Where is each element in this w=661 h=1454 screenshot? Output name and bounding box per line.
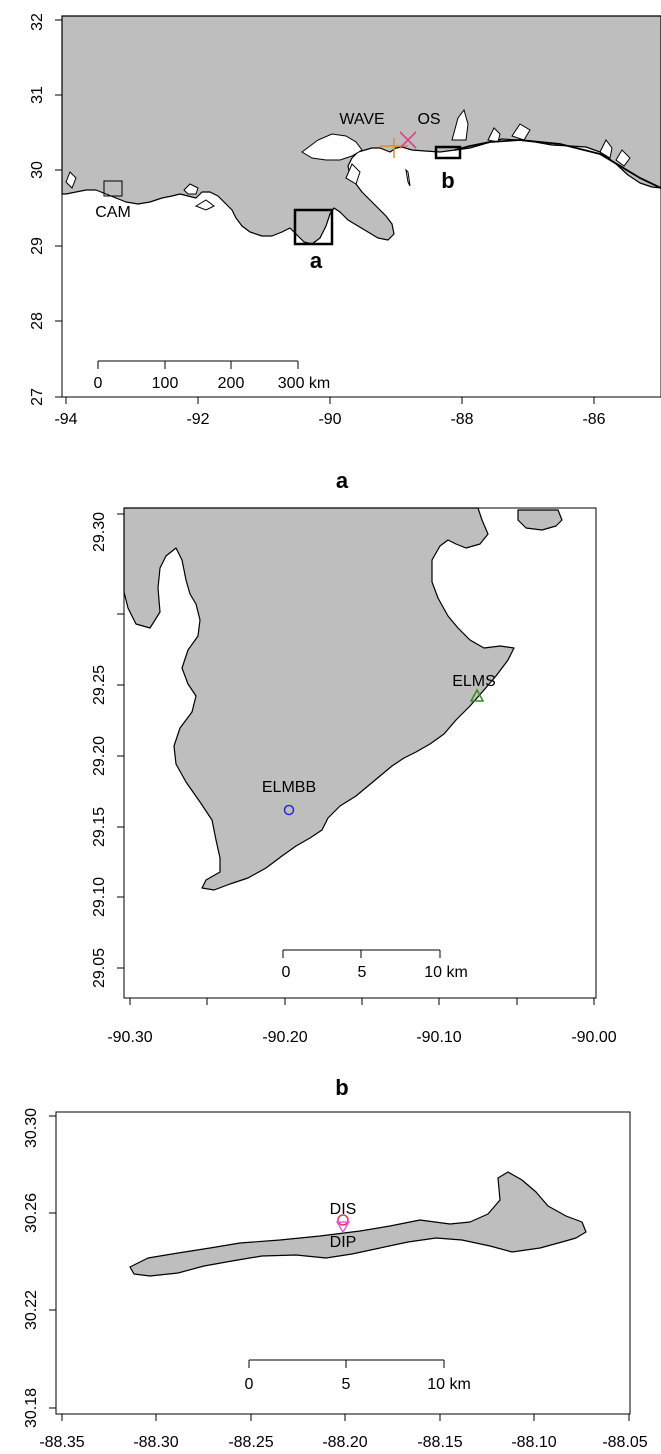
overview-bay <box>301 133 363 161</box>
scale-label: 0 <box>282 964 291 981</box>
overview-land <box>61 15 661 245</box>
overview-bay <box>615 149 631 167</box>
y-tick: 29.15 <box>91 807 108 847</box>
dip-label: DIP <box>330 1234 357 1251</box>
dis-marker <box>337 1214 349 1226</box>
overview-bay <box>405 168 411 187</box>
panel-a-map: a ELMS ELMBB 0 5 10 km <box>91 468 617 1046</box>
wave-label: WAVE <box>339 111 384 128</box>
panel-a-y-axis: 29.05 29.10 29.15 29.20 29.25 29.30 <box>91 512 125 988</box>
x-tick: -90.00 <box>571 1029 616 1046</box>
x-tick: -88.05 <box>602 1434 647 1451</box>
y-tick: 29.10 <box>91 877 108 917</box>
scale-label: 10 km <box>427 1376 471 1393</box>
scale-label: 100 <box>152 375 179 392</box>
overview-scale-bar: 0 100 200 300 km <box>94 360 330 392</box>
os-label: OS <box>417 111 440 128</box>
y-tick: 30.22 <box>23 1290 40 1330</box>
panel-b-map: b DIS DIP 0 5 10 km -88.35 <box>23 1075 648 1451</box>
x-tick: -90.30 <box>107 1029 152 1046</box>
elmbb-marker <box>283 804 295 816</box>
y-tick: 32 <box>29 13 46 31</box>
y-tick: 30.30 <box>23 1108 40 1148</box>
scale-label: 5 <box>358 964 367 981</box>
y-tick: 28 <box>29 312 46 330</box>
y-tick: 31 <box>29 86 46 104</box>
y-tick: 29.30 <box>91 512 108 552</box>
y-tick: 29.20 <box>91 736 108 776</box>
scale-label: 200 <box>218 375 245 392</box>
x-tick: -88.35 <box>39 1434 84 1451</box>
inset-label-b: b <box>441 168 454 193</box>
panel-a-title: a <box>336 468 349 493</box>
y-tick: 30 <box>29 161 46 179</box>
overview-y-axis: 27 28 29 30 31 32 <box>29 13 63 406</box>
inset-box-b <box>434 145 462 160</box>
x-tick: -90 <box>318 411 341 428</box>
x-tick: -90.10 <box>416 1029 461 1046</box>
x-tick: -88.10 <box>511 1434 556 1451</box>
panel-a-land <box>123 507 515 891</box>
dis-label: DIS <box>330 1201 357 1218</box>
panel-a-x-axis: -90.30 -90.20 -90.10 -90.00 <box>107 997 617 1046</box>
panel-a-island <box>517 509 563 531</box>
overview-bay <box>65 171 77 189</box>
y-tick: 30.18 <box>23 1388 40 1428</box>
x-tick: -88.20 <box>322 1434 367 1451</box>
elms-label: ELMS <box>452 673 496 690</box>
x-tick: -90.20 <box>262 1029 307 1046</box>
panel-b-title: b <box>335 1075 348 1100</box>
panel-b-x-axis: -88.35 -88.30 -88.25 -88.20 -88.15 -88.1… <box>39 1413 648 1451</box>
inset-box-a <box>293 208 334 246</box>
elms-marker <box>469 688 485 702</box>
x-tick: -88.15 <box>417 1434 462 1451</box>
overview-bay <box>511 123 531 141</box>
panel-b-scale-bar: 0 5 10 km <box>245 1359 471 1393</box>
cam-label: CAM <box>95 204 131 221</box>
panel-a-scale-bar: 0 5 10 km <box>282 949 468 981</box>
y-tick: 29.05 <box>91 948 108 988</box>
scale-label: 0 <box>245 1376 254 1393</box>
overview-bay <box>194 199 215 211</box>
x-tick: -92 <box>186 411 209 428</box>
inset-label-a: a <box>310 248 323 273</box>
y-tick: 29.25 <box>91 665 108 705</box>
y-tick: 30.26 <box>23 1193 40 1233</box>
overview-x-axis: -94 -92 -90 -88 -86 <box>54 396 606 428</box>
overview-bay <box>345 163 361 185</box>
overview-bay <box>451 108 469 141</box>
x-tick: -86 <box>582 411 605 428</box>
dip-marker <box>335 1221 351 1234</box>
overview-coastline <box>454 139 661 189</box>
scale-label: 0 <box>94 375 103 392</box>
overview-map: WAVE OS CAM a b 0 100 200 300 km -94 -92 <box>29 13 661 428</box>
scale-label: 5 <box>342 1376 351 1393</box>
y-tick: 27 <box>29 388 46 406</box>
overview-bay <box>599 139 613 159</box>
x-tick: -88.30 <box>133 1434 178 1451</box>
x-tick: -88 <box>450 411 473 428</box>
elmbb-label: ELMBB <box>262 779 316 796</box>
x-tick: -94 <box>54 411 77 428</box>
scale-label: 300 km <box>278 375 330 392</box>
wave-marker <box>380 138 408 158</box>
scale-label: 10 km <box>424 964 468 981</box>
x-tick: -88.25 <box>228 1434 273 1451</box>
os-marker <box>399 131 417 149</box>
panel-b-y-axis: 30.18 30.22 30.26 30.30 <box>23 1108 57 1428</box>
cam-site-box <box>103 180 123 197</box>
panel-b-island <box>129 1171 587 1277</box>
overview-bay <box>183 183 199 195</box>
y-tick: 29 <box>29 237 46 255</box>
